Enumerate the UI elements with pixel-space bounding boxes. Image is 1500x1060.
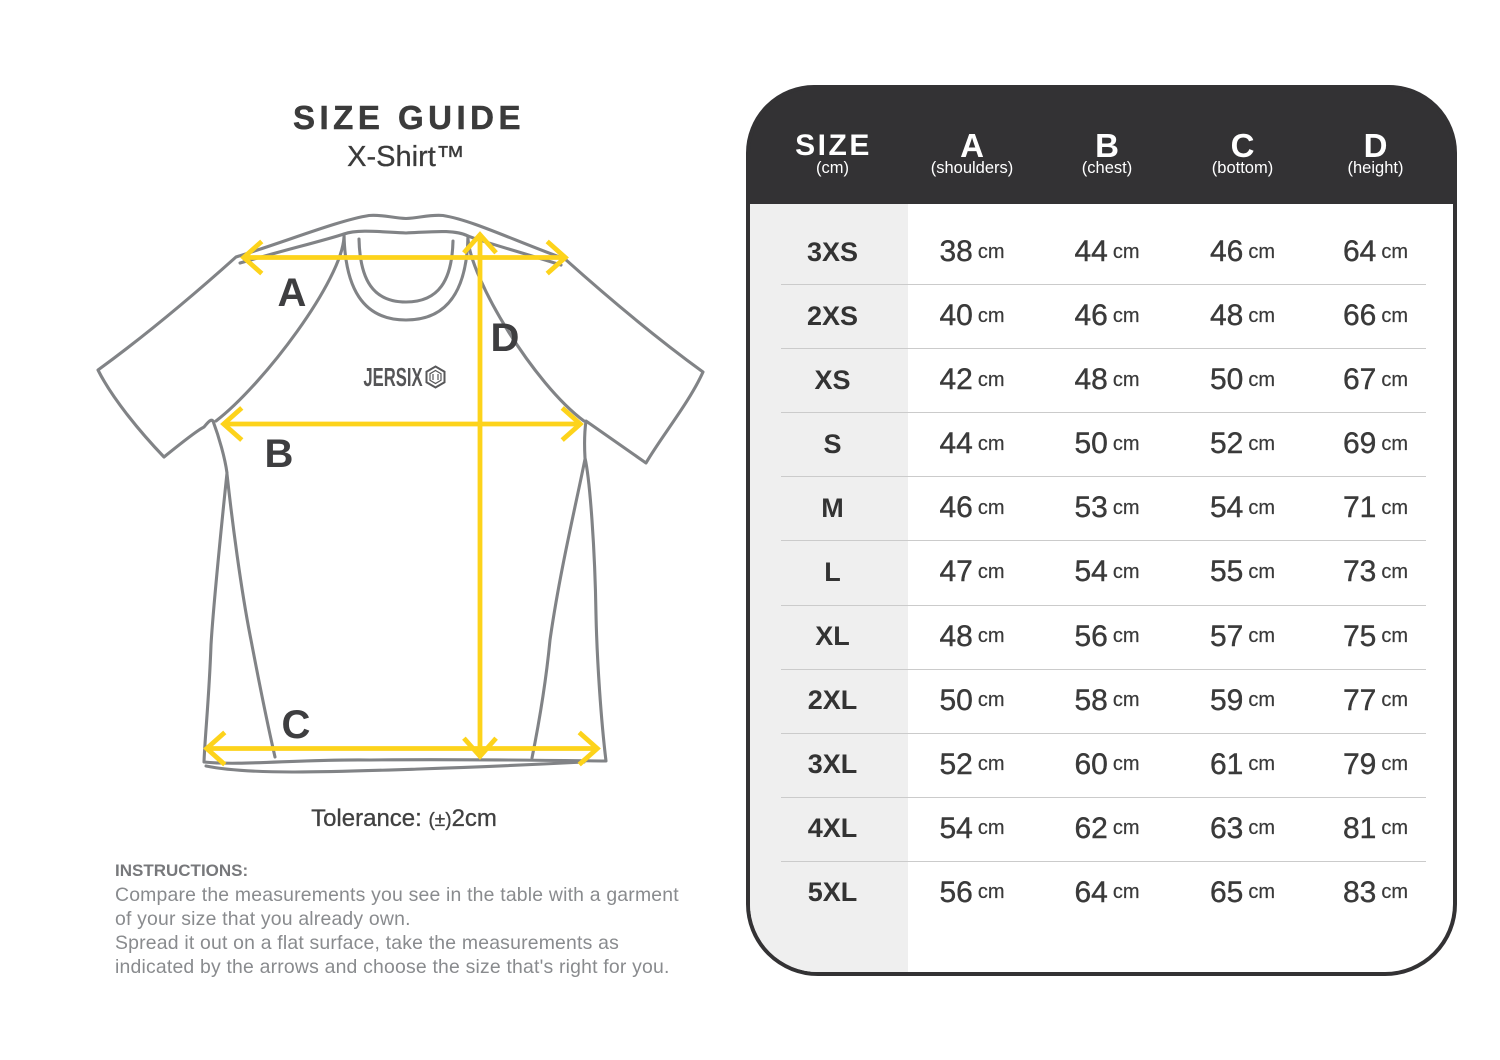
svg-text:C: C — [282, 703, 311, 747]
svg-text:B: B — [265, 432, 294, 476]
svg-text:A: A — [278, 271, 307, 315]
svg-text:JERSIX: JERSIX — [363, 362, 422, 392]
svg-text:D: D — [491, 316, 520, 360]
